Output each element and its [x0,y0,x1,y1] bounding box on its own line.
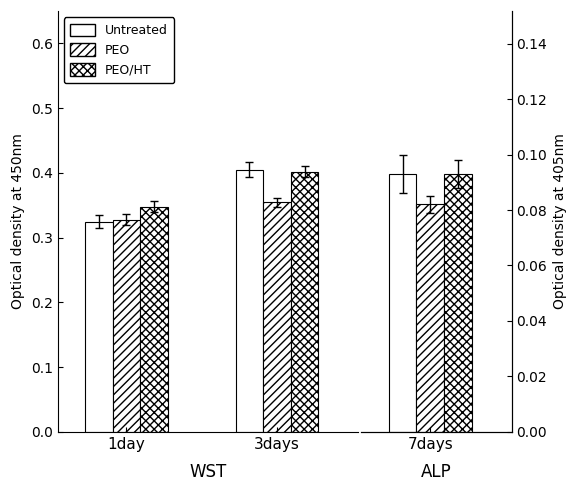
Y-axis label: Optical density at 405nm: Optical density at 405nm [553,133,567,309]
X-axis label: WST: WST [190,463,227,481]
Bar [416,205,444,432]
Legend: Untreated, PEO, PEO/HT: Untreated, PEO, PEO/HT [64,17,174,83]
Bar [444,174,472,432]
Bar [389,174,416,432]
Bar [113,219,140,432]
Bar [85,221,113,432]
Bar [140,207,168,432]
Bar [236,170,263,432]
Bar [263,202,291,432]
Y-axis label: Optical density at 450nm: Optical density at 450nm [11,133,25,309]
X-axis label: ALP: ALP [421,463,452,481]
Bar [291,172,318,432]
